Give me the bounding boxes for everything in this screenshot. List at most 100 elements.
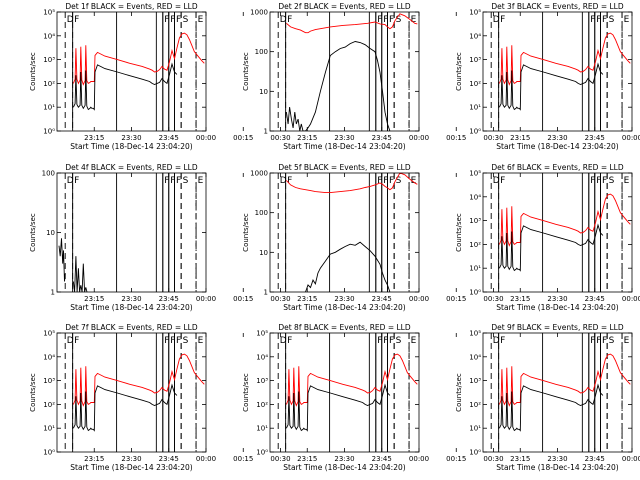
y-tick-label: 10³ (43, 56, 55, 64)
marker-label: F (170, 176, 175, 186)
y-tick-label: 10⁰ (43, 449, 55, 457)
marker-label: F (377, 15, 382, 25)
series-line-red (72, 353, 205, 407)
y-tick-label: 10³ (469, 217, 481, 225)
y-tick-label: 10² (256, 401, 268, 409)
marker-label: E (624, 15, 630, 25)
marker-label: S (183, 336, 189, 346)
marker-label: E (411, 176, 417, 186)
y-axis-label: Counts/sec (29, 373, 37, 412)
y-tick-label: 10² (469, 241, 481, 249)
series-line-black (58, 238, 66, 282)
chart-title: Det 6f BLACK = Events, RED = LLD (491, 163, 624, 172)
marker-label: F (389, 176, 394, 186)
marker-label: F (176, 336, 181, 346)
marker-label: D (67, 176, 74, 186)
y-axis-label: Counts/sec (29, 52, 37, 91)
x-tick-label: 23:45 (585, 455, 605, 463)
x-tick-label: 23:45 (585, 295, 605, 303)
chart-title: Det 2f BLACK = Events, RED = LLD (278, 2, 411, 11)
marker-label: F (590, 176, 595, 186)
x-tick-label: 23:45 (585, 134, 605, 142)
marker-label: F (164, 176, 169, 186)
series-line-black (498, 383, 604, 432)
marker-label: S (609, 176, 615, 186)
marker-label: F (383, 336, 388, 346)
marker-label: D (280, 15, 287, 25)
marker-label: D (67, 336, 74, 346)
y-tick-label: 1 (264, 128, 268, 136)
marker-label: D (280, 176, 287, 186)
plot-frame (269, 332, 420, 453)
y-tick-label: 10 (259, 88, 268, 96)
x-tick-label: 23:15 (297, 134, 317, 142)
x-tick-label: 23:30 (121, 134, 141, 142)
plot-frame (482, 172, 633, 293)
series-line-red (498, 32, 631, 86)
marker-label: F (170, 15, 175, 25)
x-tick-label: 23:30 (334, 455, 354, 463)
x-tick-label: 00:30 (270, 455, 290, 463)
series-line-black (285, 41, 391, 131)
marker-label: F (500, 176, 505, 186)
marker-label: S (396, 176, 402, 186)
y-tick-label: 10² (469, 80, 481, 88)
y-tick-label: 10¹ (256, 425, 268, 433)
y-tick-label: 1000 (250, 9, 268, 17)
x-tick-label: 23:45 (159, 134, 179, 142)
y-tick-label: 10⁵ (43, 9, 55, 17)
marker-label: F (602, 176, 607, 186)
x-tick-label: 23:15 (84, 295, 104, 303)
marker-label: F (74, 15, 79, 25)
marker-label: S (396, 336, 402, 346)
marker-label: F (176, 15, 181, 25)
x-axis-label: Start Time (18-Dec-14 23:04:20) (70, 303, 192, 312)
marker-label: E (411, 336, 417, 346)
x-tick-label: 00:30 (270, 295, 290, 303)
x-axis-label: Start Time (18-Dec-14 23:04:20) (283, 142, 405, 151)
marker-label: F (164, 15, 169, 25)
y-tick-label: 10⁰ (469, 449, 481, 457)
marker-label: S (183, 176, 189, 186)
marker-label: F (602, 336, 607, 346)
marker-label: E (198, 15, 204, 25)
plot-frame (56, 11, 207, 132)
y-tick-label: 1000 (250, 170, 268, 178)
x-axis-label: Start Time (18-Dec-14 23:04:20) (70, 463, 192, 472)
y-axis-label: Counts/sec (455, 373, 463, 412)
marker-label: F (590, 15, 595, 25)
y-axis-label: Counts/sec (455, 52, 463, 91)
y-tick-label: 10¹ (43, 104, 55, 112)
marker-label: F (590, 336, 595, 346)
series-group (58, 238, 88, 292)
marker-label: F (596, 336, 601, 346)
x-tick-label: 00:00 (196, 134, 216, 142)
y-tick-label: 10⁴ (469, 353, 481, 361)
x-tick-label: 23:15 (84, 134, 104, 142)
x-tick-label: 23:30 (334, 295, 354, 303)
marker-label: S (609, 336, 615, 346)
y-tick-label: 10⁰ (469, 289, 481, 297)
x-tick-label: 00:30 (483, 295, 503, 303)
x-tick-label: 23:45 (159, 295, 179, 303)
x-tick-label: 23:30 (547, 455, 567, 463)
chart-title: Det 1f BLACK = Events, RED = LLD (65, 2, 198, 11)
marker-label: E (624, 336, 630, 346)
y-tick-label: 10⁰ (469, 128, 481, 136)
x-tick-label: 23:15 (84, 455, 104, 463)
y-tick-label: 10¹ (469, 104, 481, 112)
x-tick-label: 23:30 (334, 134, 354, 142)
y-tick-label: 10³ (43, 377, 55, 385)
y-tick-label: 10³ (469, 377, 481, 385)
x-tick-label: 23:30 (547, 134, 567, 142)
series-group (285, 353, 418, 432)
x-axis-label: Start Time (18-Dec-14 23:04:20) (496, 463, 618, 472)
y-tick-label: 10 (46, 229, 55, 237)
x-tick-label: 00:00 (409, 295, 429, 303)
series-line-black (72, 256, 88, 292)
x-tick-label: 00:15 (446, 455, 466, 463)
y-tick-label: 1 (51, 289, 55, 297)
series-line-black (72, 62, 178, 111)
